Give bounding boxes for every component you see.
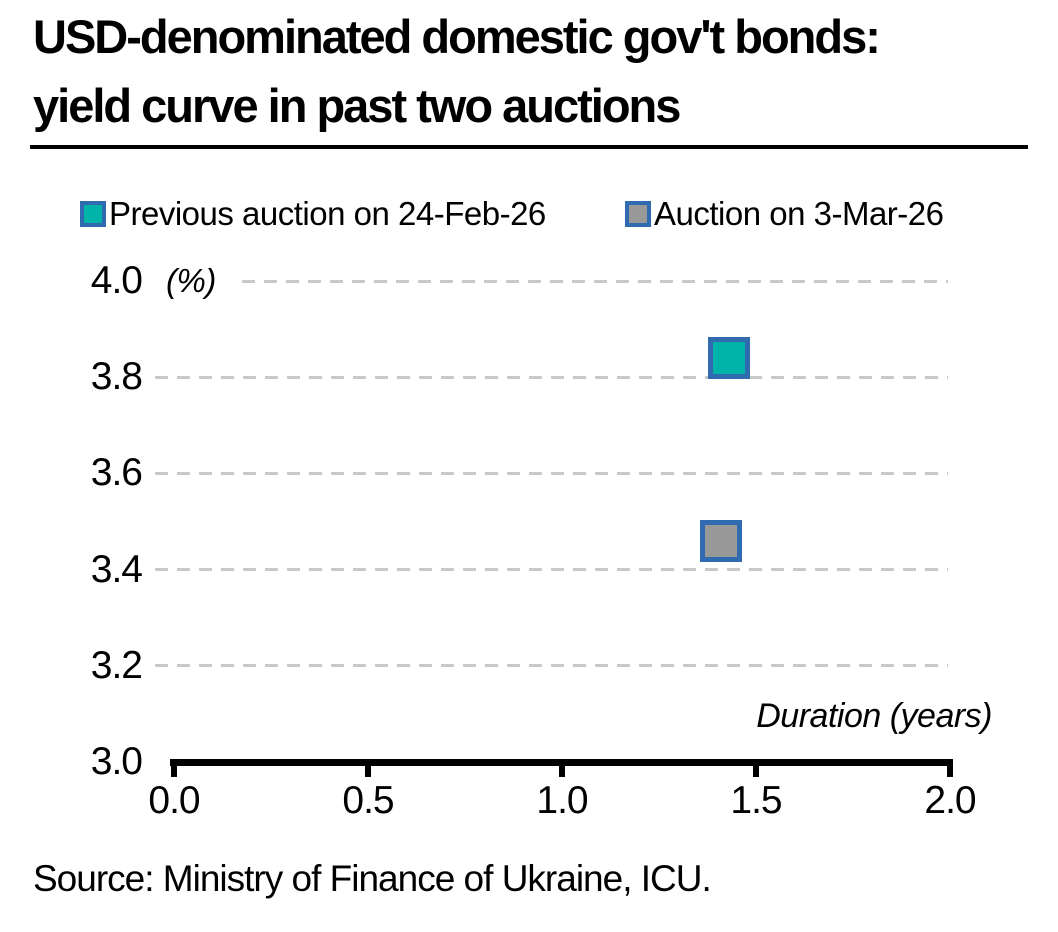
y-axis-unit-label: (%): [166, 262, 216, 299]
data-point-series-2: [700, 519, 743, 562]
y-tick-label-3.6: 3.6: [90, 451, 143, 495]
gridline-y-3.8: [155, 375, 948, 379]
data-point-series-1: [707, 336, 750, 379]
x-tick-mark-0.5: [365, 759, 371, 777]
y-tick-label-4.0: 4.0: [90, 259, 143, 302]
x-tick-label-1.5: 1.5: [730, 779, 782, 822]
y-tick-label-3.0: 3.0: [90, 740, 143, 783]
y-tick-label-3.2: 3.2: [90, 643, 143, 687]
x-tick-mark-1.0: [559, 759, 565, 777]
x-tick-label-2.0: 2.0: [924, 779, 976, 822]
legend-label-1: Previous auction on 24-Feb-26: [109, 195, 546, 232]
legend-item-2: Auction on 3-Mar-26: [625, 195, 944, 232]
x-tick-mark-2.0: [947, 759, 953, 777]
chart-title: USD-denominated domestic gov't bonds: yi…: [33, 2, 881, 140]
chart-title-line1: USD-denominated domestic gov't bonds:: [33, 10, 881, 63]
x-tick-mark-0.0: [171, 759, 177, 777]
gridline-y-3.4: [155, 568, 948, 572]
y-tick-label-3.4: 3.4: [90, 547, 143, 591]
x-tick-label-0.5: 0.5: [342, 779, 394, 822]
legend-item-1: Previous auction on 24-Feb-26: [80, 196, 546, 232]
x-tick-mark-1.5: [753, 759, 759, 777]
x-tick-label-1.0: 1.0: [536, 779, 588, 822]
legend-swatch-icon-1: [80, 201, 106, 227]
title-divider-line: [30, 145, 1028, 149]
x-axis-title: Duration (years): [756, 697, 992, 735]
chart-title-line2: yield curve in past two auctions: [33, 79, 681, 132]
source-note: Source: Ministry of Finance of Ukraine, …: [33, 858, 712, 899]
legend-swatch-icon-2: [625, 201, 651, 227]
gridline-y-3.6: [155, 471, 948, 475]
gridline-y-4.0: [242, 279, 948, 283]
gridline-y-3.2: [155, 664, 948, 668]
x-tick-label-0.0: 0.0: [148, 779, 200, 822]
legend-label-2: Auction on 3-Mar-26: [654, 195, 944, 232]
y-tick-label-3.8: 3.8: [90, 355, 143, 399]
